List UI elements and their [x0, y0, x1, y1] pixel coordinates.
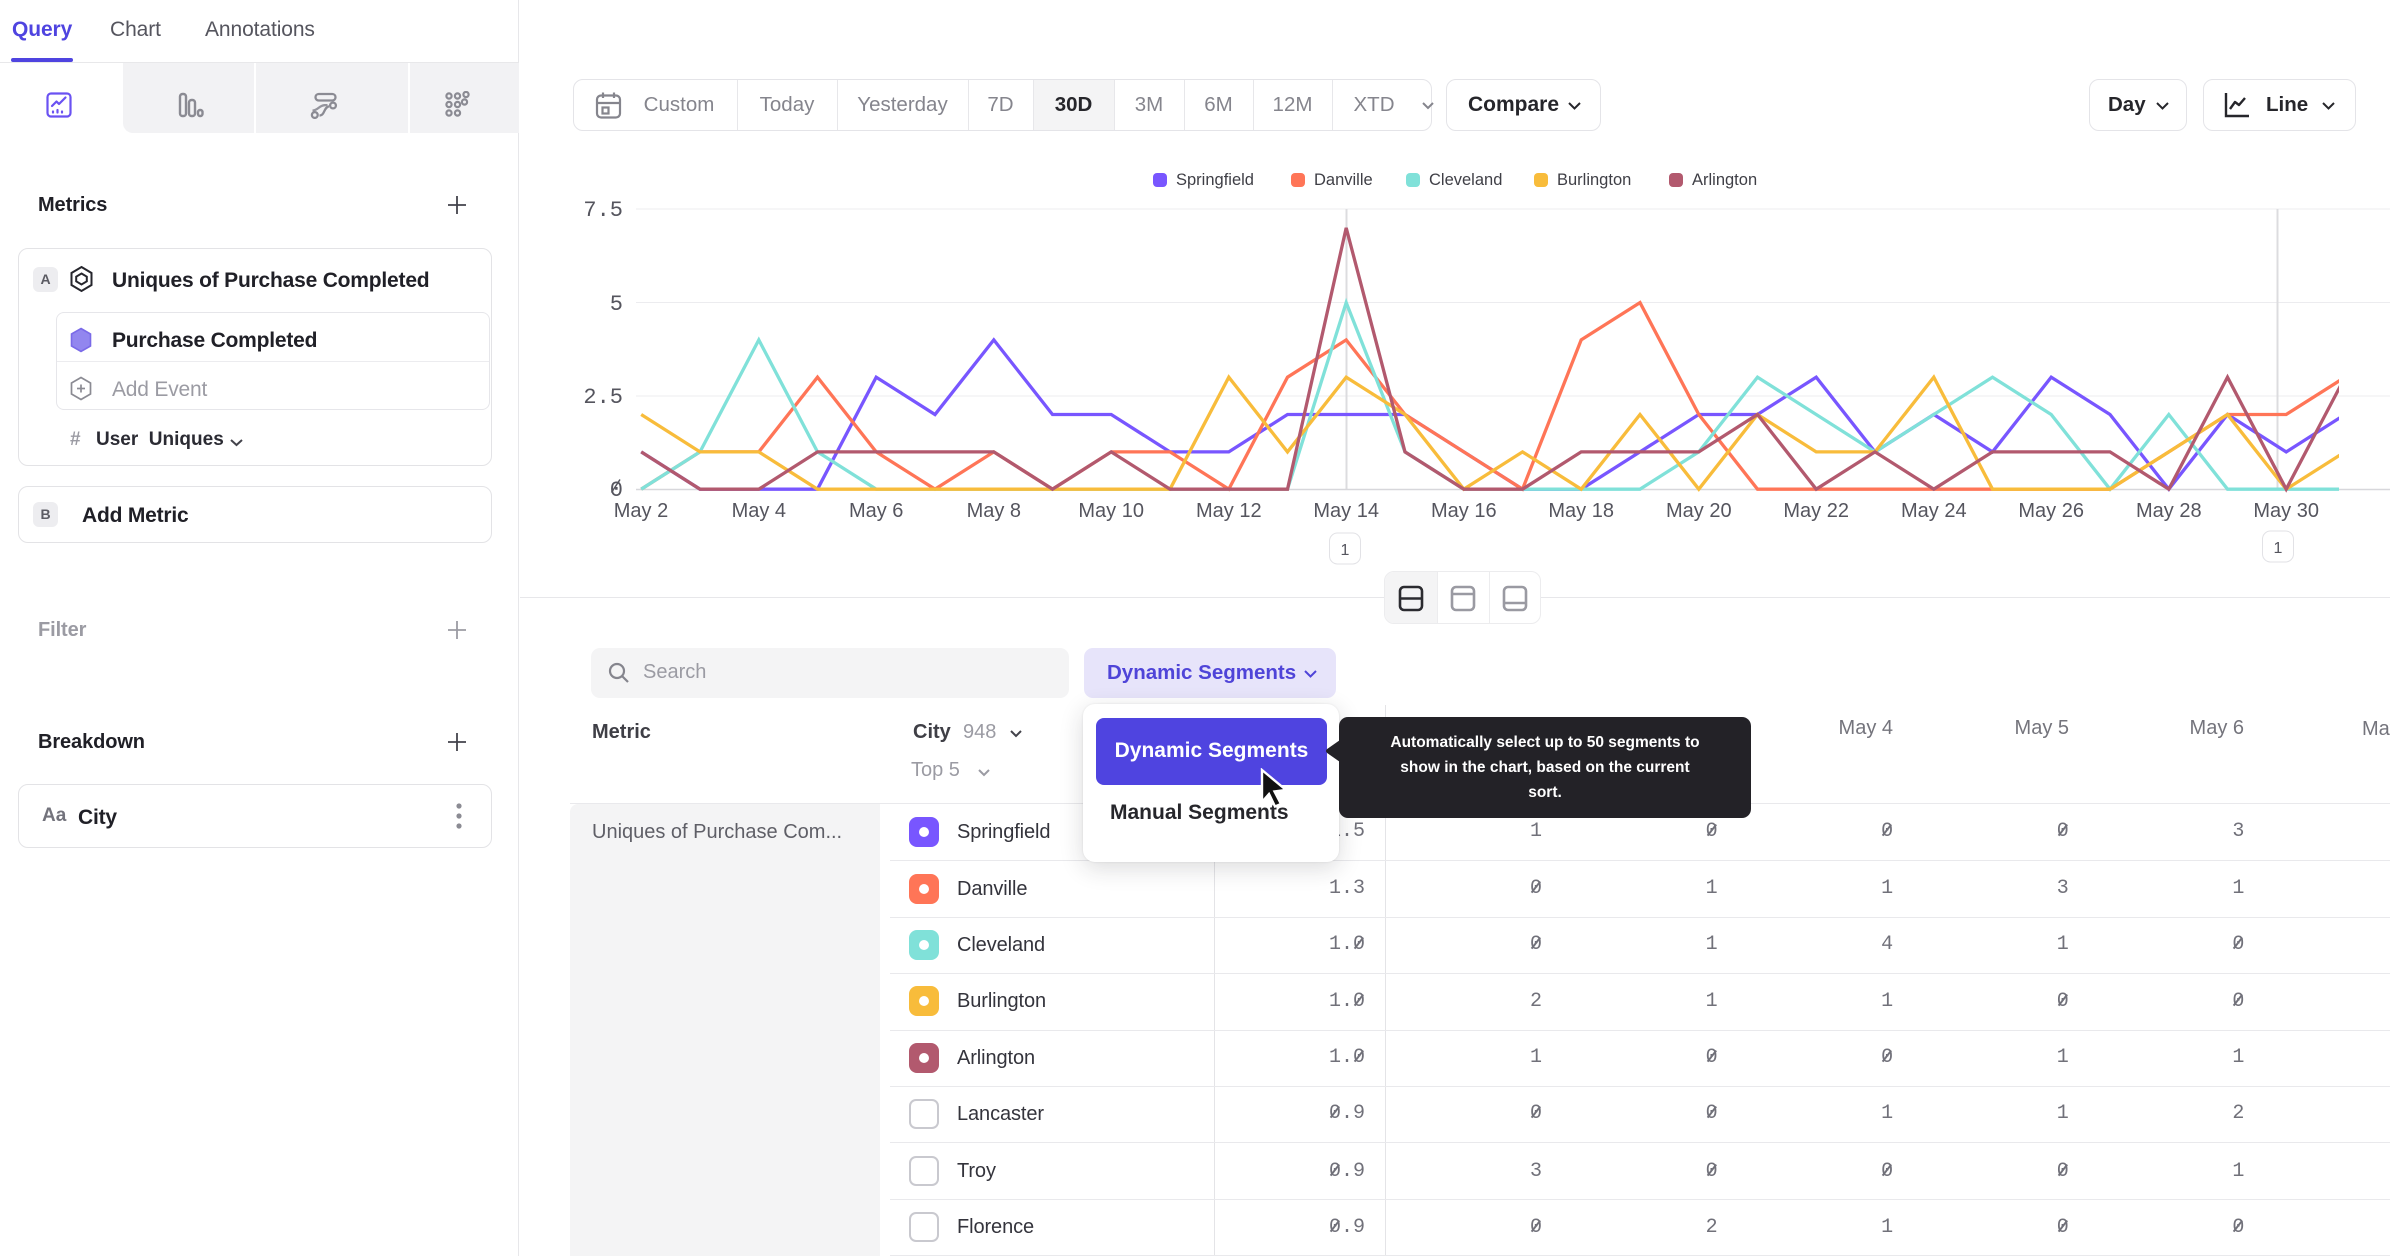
svg-text:May 28: May 28 — [2136, 500, 2202, 522]
svg-text:May 16: May 16 — [1431, 500, 1497, 522]
svg-text:May 4: May 4 — [732, 500, 786, 522]
svg-text:2.5: 2.5 — [583, 385, 623, 410]
svg-text:May 6: May 6 — [849, 500, 903, 522]
svg-text:1: 1 — [2274, 540, 2283, 557]
svg-text:May 26: May 26 — [2018, 500, 2084, 522]
svg-text:May 22: May 22 — [1783, 500, 1849, 522]
svg-text:1: 1 — [1341, 542, 1350, 559]
svg-text:May 30: May 30 — [2253, 500, 2319, 522]
svg-text:May 18: May 18 — [1548, 500, 1614, 522]
svg-text:May 14: May 14 — [1313, 500, 1379, 522]
svg-text:May 12: May 12 — [1196, 500, 1262, 522]
svg-text:5: 5 — [610, 292, 623, 317]
svg-text:May 24: May 24 — [1901, 500, 1967, 522]
svg-text:May 2: May 2 — [614, 500, 668, 522]
svg-text:0: 0 — [610, 478, 623, 503]
svg-text:7.5: 7.5 — [583, 198, 623, 223]
svg-text:May 20: May 20 — [1666, 500, 1732, 522]
svg-text:May 10: May 10 — [1078, 500, 1144, 522]
svg-text:May 8: May 8 — [967, 500, 1021, 522]
